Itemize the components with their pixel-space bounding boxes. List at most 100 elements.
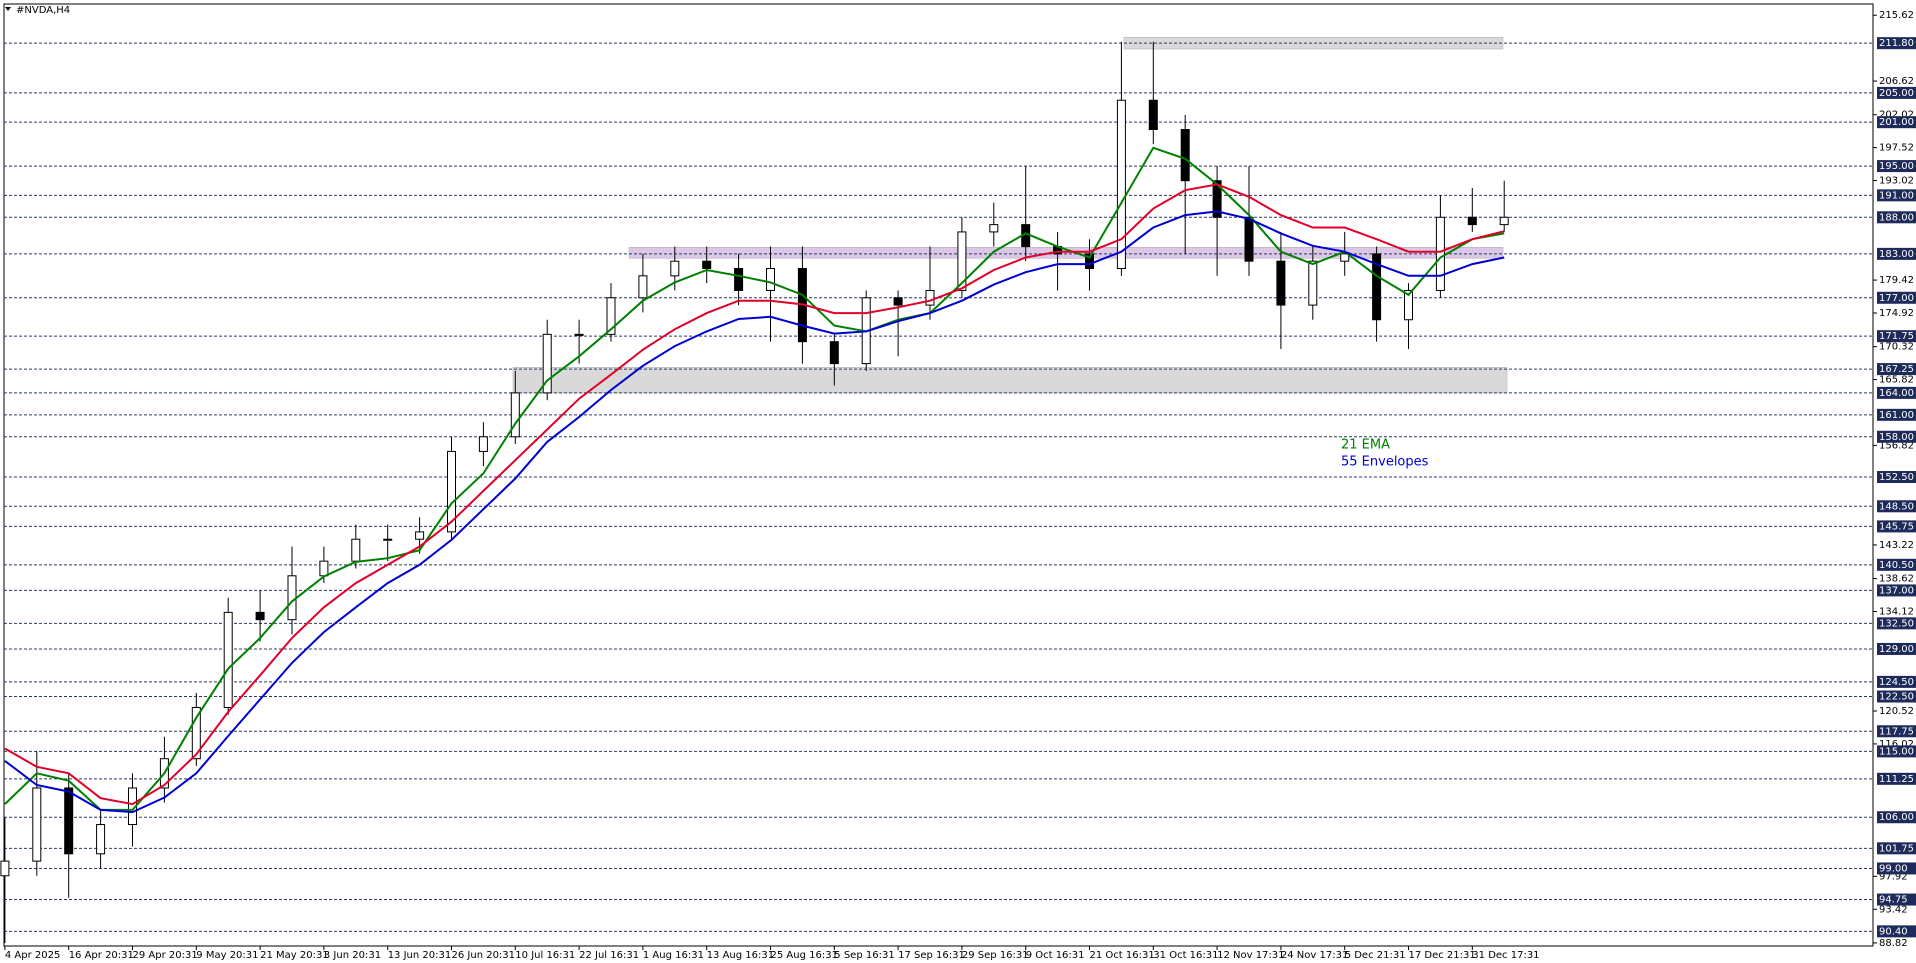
level-box <box>1877 37 1916 50</box>
level-box <box>1877 330 1916 343</box>
x-tick-label: 13 Aug 16:31 <box>707 950 774 961</box>
level-label: 124.50 <box>1879 677 1914 688</box>
level-label: 148.50 <box>1879 501 1914 512</box>
candle-body <box>0 860 10 877</box>
candle-body <box>766 268 775 291</box>
level-label: 188.00 <box>1879 212 1914 223</box>
candle-body <box>319 560 329 577</box>
level-box <box>1877 363 1916 376</box>
x-tick-label: 16 Apr 20:31 <box>69 950 134 961</box>
y-tick-label: 170.32 <box>1879 342 1914 353</box>
candle-body <box>670 260 680 277</box>
level-label: 195.00 <box>1879 161 1914 172</box>
candle-body <box>1467 216 1477 226</box>
level-label: 161.00 <box>1879 410 1914 421</box>
level-box <box>1877 675 1916 688</box>
x-tick-label: 9 May 20:31 <box>196 950 258 961</box>
candle-body <box>638 275 648 299</box>
y-tick-label: 120.52 <box>1879 706 1914 717</box>
level-box <box>1877 520 1916 533</box>
level-label: 129.00 <box>1879 644 1914 655</box>
y-tick-label: 206.62 <box>1879 76 1914 87</box>
candle-body <box>478 436 488 452</box>
level-box <box>1877 386 1916 399</box>
legend-entry: 55 Envelopes <box>1341 455 1429 470</box>
x-tick-label: 1 Aug 16:31 <box>643 950 704 961</box>
level-box <box>1877 500 1916 513</box>
y-tick-label: 88.82 <box>1879 938 1908 949</box>
level-box <box>1877 430 1916 443</box>
level-label: 137.00 <box>1879 585 1914 596</box>
level-box <box>1877 811 1916 824</box>
x-tick-label: 17 Dec 21:31 <box>1409 950 1476 961</box>
x-tick-label: 29 Sep 16:31 <box>962 950 1029 961</box>
candle-body <box>1276 260 1286 306</box>
x-tick-label: 21 May 20:31 <box>260 950 329 961</box>
x-tick-label: 5 Dec 21:31 <box>1345 950 1406 961</box>
menu-arrow <box>5 7 11 11</box>
candle-body <box>510 392 520 438</box>
level-label: 211.80 <box>1879 38 1914 49</box>
level-box <box>1877 842 1916 855</box>
level-box <box>1877 160 1916 173</box>
level-label: 101.75 <box>1879 843 1914 854</box>
level-label: 132.50 <box>1879 618 1914 629</box>
candle-body <box>383 538 393 541</box>
y-tick-label: 97.92 <box>1879 871 1908 882</box>
candle-body <box>447 450 456 533</box>
candle-body <box>1499 216 1509 226</box>
level-box <box>1877 745 1916 758</box>
level-box <box>1877 690 1916 703</box>
candle-body <box>734 268 744 291</box>
level-box <box>1877 893 1916 906</box>
level-label: 164.00 <box>1879 388 1914 399</box>
level-box <box>1877 725 1916 738</box>
x-tick-label: 21 Oct 16:31 <box>1090 950 1155 961</box>
level-box <box>1877 617 1916 630</box>
x-tick-label: 13 Jun 20:31 <box>388 950 452 961</box>
y-tick-label: 197.52 <box>1879 143 1914 154</box>
candle-body <box>574 333 584 336</box>
candle-body <box>829 341 839 365</box>
level-label: 152.50 <box>1879 472 1914 483</box>
level-box <box>1877 189 1916 202</box>
level-label: 205.00 <box>1879 88 1914 99</box>
chart-title: #NVDA,H4 <box>16 5 70 16</box>
candle-body <box>542 333 552 394</box>
x-tick-label: 10 Jul 16:31 <box>515 950 575 961</box>
level-box <box>1877 925 1916 938</box>
y-tick-label: 174.92 <box>1879 308 1914 319</box>
candle-body <box>989 224 999 233</box>
level-label: 158.00 <box>1879 432 1914 443</box>
x-tick-label: 31 Dec 17:31 <box>1472 950 1539 961</box>
ma-line <box>4 210 1505 814</box>
y-tick-label: 156.82 <box>1879 440 1914 451</box>
x-tick-label: 4 Apr 2025 <box>5 950 60 961</box>
level-label: 171.75 <box>1879 331 1914 342</box>
level-box <box>1877 408 1916 421</box>
candle-body <box>351 538 361 562</box>
candle-body <box>1372 253 1382 321</box>
plot-frame <box>3 3 1874 947</box>
x-tick-label: 24 Nov 17:31 <box>1281 950 1348 961</box>
legend-entry: 21 EMA <box>1341 438 1390 453</box>
candle-body <box>925 289 935 306</box>
candle-body <box>415 531 425 540</box>
level-box <box>1877 291 1916 304</box>
candle-body <box>1340 253 1350 262</box>
candle-body <box>1212 180 1222 218</box>
x-tick-label: 9 Oct 16:31 <box>1026 950 1085 961</box>
candle-body <box>64 787 74 855</box>
y-tick-label: 215.62 <box>1879 10 1914 21</box>
level-label: 115.00 <box>1879 746 1914 757</box>
candle-body <box>957 231 967 291</box>
candle-body <box>255 611 265 621</box>
candle-body <box>1404 289 1413 321</box>
level-label: 183.00 <box>1879 249 1914 260</box>
y-tick-label: 116.02 <box>1879 739 1914 750</box>
x-tick-label: 12 Nov 17:31 <box>1217 950 1284 961</box>
level-label: 201.00 <box>1879 117 1914 128</box>
level-box <box>1877 642 1916 655</box>
